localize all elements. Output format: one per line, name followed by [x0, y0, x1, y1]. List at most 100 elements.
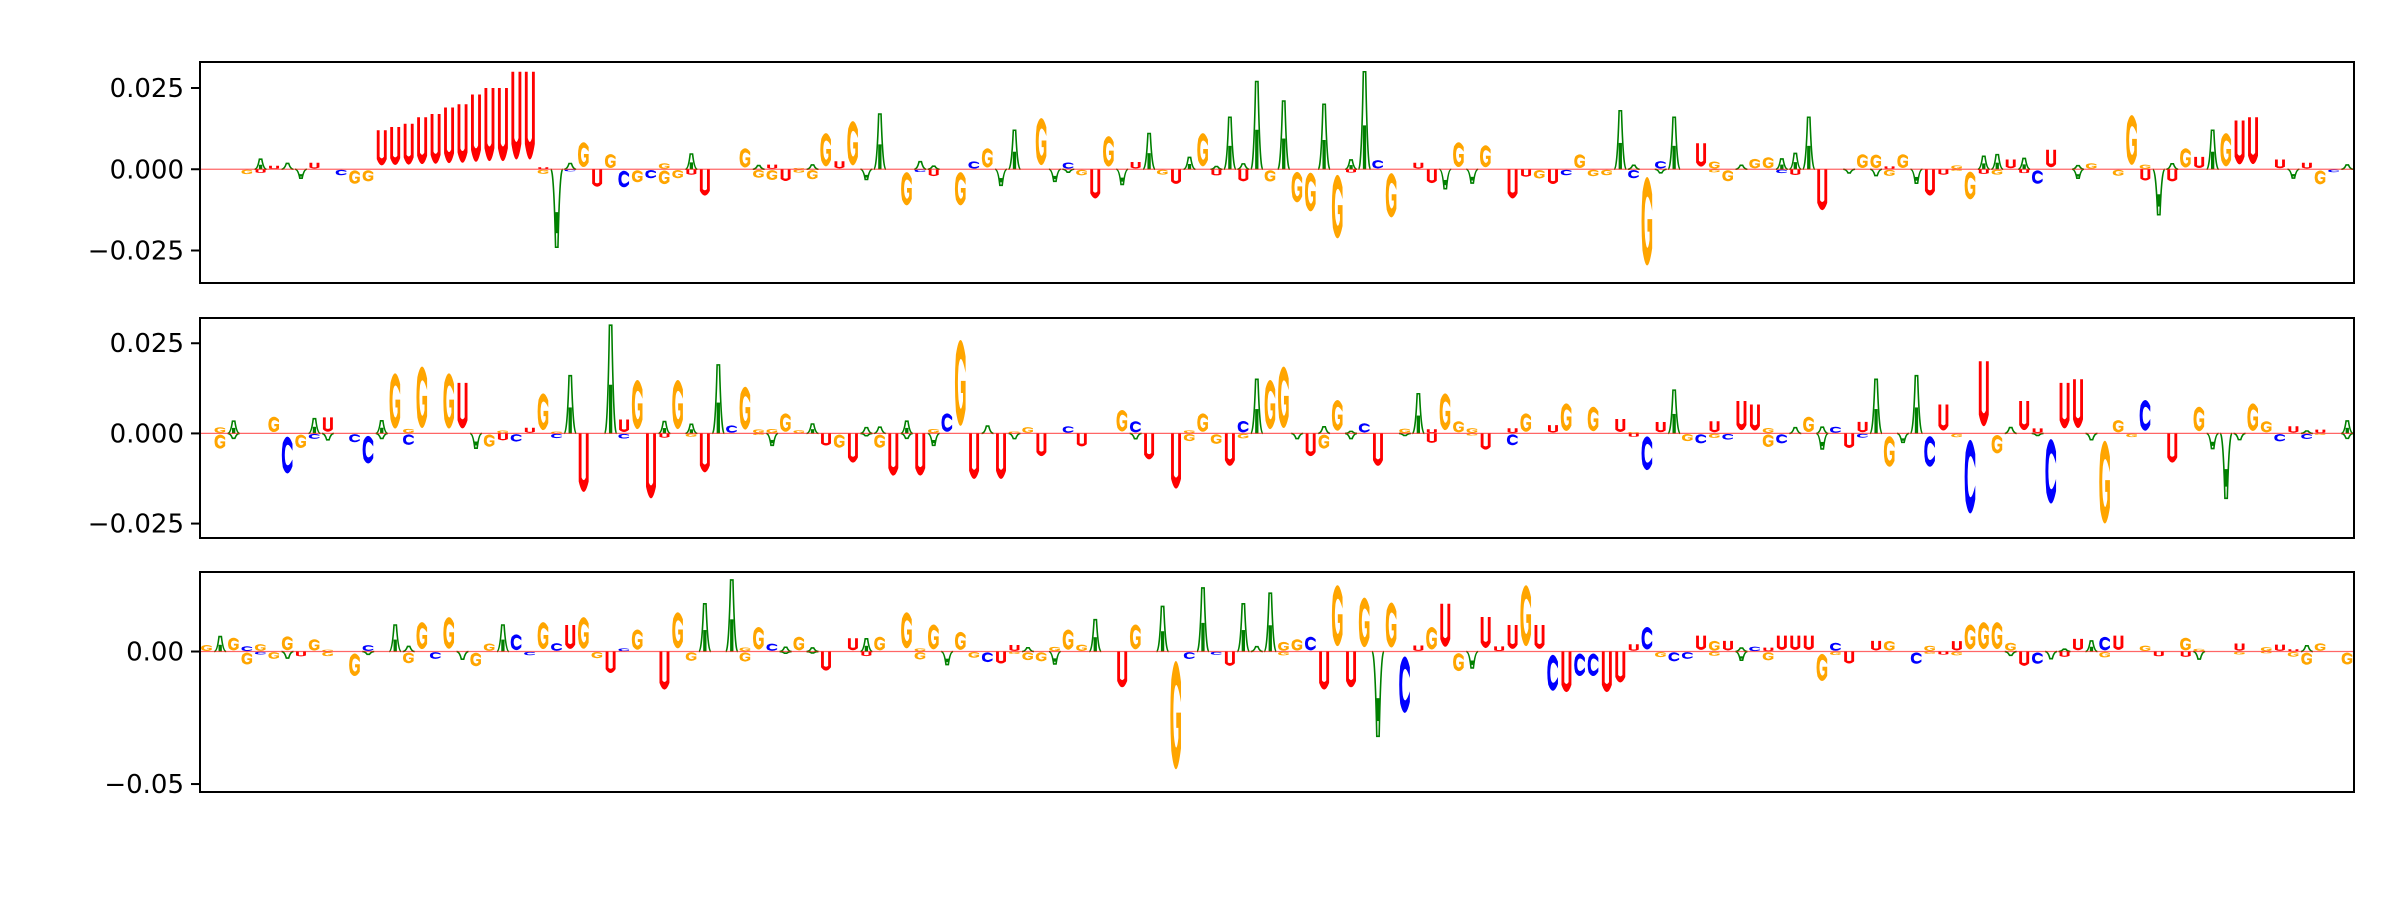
letter-A-mark	[1223, 116, 1237, 171]
letter-A-mark	[2205, 129, 2220, 171]
letter-A-mark	[1416, 415, 1421, 434]
letter-U-mark	[322, 417, 333, 432]
letter-A-mark	[806, 423, 819, 435]
letter-A-mark	[1470, 176, 1474, 181]
letter-U-mark	[255, 169, 266, 173]
letter-A-mark	[1201, 622, 1205, 652]
letter-G-mark	[901, 612, 912, 649]
letter-G-mark	[1587, 169, 1599, 177]
letter-A-mark	[1793, 162, 1797, 170]
letter-G-mark	[1022, 427, 1033, 433]
letter-C-mark	[645, 169, 656, 179]
letter-C-mark	[1641, 436, 1653, 471]
letter-U-mark	[2113, 635, 2124, 650]
letter-G-mark	[847, 121, 858, 166]
letter-A-mark	[294, 168, 308, 179]
letter-U-mark	[1224, 433, 1235, 466]
letter-G-mark	[739, 386, 751, 430]
y-tick-label: −0.05	[104, 770, 184, 800]
letter-G-mark	[1453, 142, 1464, 168]
letter-C-mark	[335, 169, 347, 176]
letter-U-mark	[1224, 651, 1235, 666]
letter-G-mark	[1964, 624, 1976, 650]
letter-C-mark	[362, 435, 374, 464]
letter-C-mark	[1304, 636, 1316, 651]
letter-A-mark	[1672, 413, 1676, 434]
letter-C-mark	[2301, 433, 2312, 439]
letter-C-mark	[1210, 651, 1222, 655]
letter-G-mark	[766, 170, 778, 181]
letter-A-mark	[2224, 469, 2228, 487]
letter-U-mark	[1426, 429, 1437, 433]
letter-C-mark	[402, 434, 414, 445]
letter-G-mark	[1951, 165, 1962, 169]
letter-A-mark	[932, 439, 936, 444]
letter-C-mark	[726, 425, 737, 433]
letter-A-mark	[1991, 153, 2004, 171]
letter-A-mark	[231, 427, 236, 434]
letter-C-mark	[1628, 169, 1639, 179]
letter-A-mark	[860, 168, 873, 181]
letter-U-mark	[996, 433, 1006, 479]
letter-U-mark	[1130, 161, 1141, 169]
letter-G-mark	[537, 622, 549, 650]
letter-C-mark	[1506, 434, 1518, 446]
letter-U-mark	[821, 651, 831, 671]
logo-panel-2: 0.025 0.000 −0.025	[88, 317, 2355, 540]
letter-U-mark	[269, 165, 280, 169]
letter-G-mark	[483, 643, 495, 651]
letter-G-mark	[739, 647, 751, 652]
letter-U-mark	[888, 433, 899, 476]
letter-G-mark	[1520, 413, 1532, 432]
letter-C-mark	[1722, 433, 1733, 440]
letter-G-mark	[1237, 433, 1249, 439]
letter-C-mark	[1668, 652, 1680, 662]
letter-A-mark	[1250, 80, 1264, 171]
letter-A-mark	[1255, 129, 1259, 170]
letter-C-mark	[524, 651, 535, 656]
letter-G-mark	[1520, 585, 1532, 647]
letter-G-mark	[2126, 115, 2137, 165]
letter-G-mark	[362, 170, 374, 182]
letter-G-mark	[1574, 154, 1585, 169]
y-tick-label: 0.025	[110, 74, 184, 104]
letter-G-mark	[914, 648, 926, 652]
letter-U-mark	[309, 162, 320, 169]
letter-U-mark	[1521, 169, 1532, 177]
letter-U-mark	[2248, 117, 2259, 165]
letter-G-mark	[753, 626, 764, 650]
y-tick-label: −0.025	[88, 510, 184, 540]
letter-G-mark	[1278, 366, 1289, 429]
letter-G-mark	[793, 636, 805, 651]
letter-A-mark	[1228, 145, 1232, 170]
letter-C-mark	[1856, 433, 1868, 438]
letter-A-mark	[375, 420, 388, 435]
letter-G-mark	[1399, 428, 1410, 434]
letter-G-mark	[981, 148, 993, 168]
letter-A-mark	[1735, 650, 1748, 662]
letter-A-mark	[711, 364, 726, 435]
letter-A-mark	[258, 164, 263, 170]
letter-A-mark	[1183, 156, 1196, 171]
letter-U-mark	[497, 433, 508, 441]
letter-G-mark	[1453, 421, 1464, 433]
y-tick-label: 0.00	[126, 638, 184, 668]
letter-G-mark	[1291, 171, 1303, 203]
letter-U-mark	[1803, 635, 1814, 650]
letter-C-mark	[1776, 169, 1787, 174]
letter-A-mark	[550, 168, 564, 249]
letter-A-mark	[2210, 151, 2215, 170]
letter-U-mark	[2073, 638, 2083, 651]
letter-C-mark	[1695, 434, 1707, 444]
letter-A-mark	[1357, 70, 1372, 171]
letter-G-mark	[2341, 652, 2353, 665]
letter-G-mark	[1560, 403, 1572, 431]
letter-U-mark	[1413, 645, 1424, 651]
letter-A-mark	[1667, 116, 1681, 171]
letter-U-mark	[1938, 169, 1949, 175]
letter-C-mark	[1358, 423, 1370, 433]
letter-G-mark	[901, 172, 912, 206]
letter-G-mark	[1035, 118, 1047, 166]
letter-U-mark	[1548, 169, 1558, 185]
letter-G-mark	[1022, 652, 1033, 661]
